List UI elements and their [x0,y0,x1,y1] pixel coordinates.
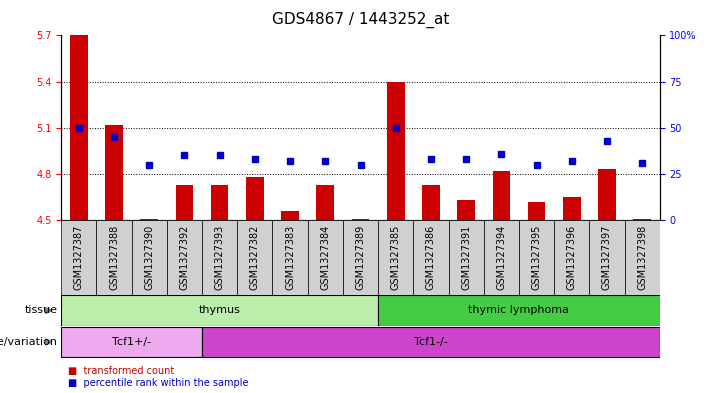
Bar [97,220,132,295]
Bar [308,220,343,295]
Bar [589,220,624,295]
Bar [528,202,545,220]
Bar [413,220,448,295]
Text: GSM1327396: GSM1327396 [567,225,577,290]
Text: GSM1327395: GSM1327395 [531,225,541,290]
Text: thymus: thymus [199,305,241,316]
Text: GSM1327392: GSM1327392 [180,225,190,290]
Bar [554,220,589,295]
Bar [273,220,308,295]
Bar [624,220,660,295]
Text: GSM1327389: GSM1327389 [355,225,366,290]
Text: GSM1327397: GSM1327397 [602,225,612,290]
Bar [211,185,229,220]
Text: GSM1327391: GSM1327391 [461,225,471,290]
Text: GSM1327383: GSM1327383 [285,225,295,290]
Bar [633,219,651,220]
Bar [281,211,299,220]
Bar [492,171,510,220]
Bar [448,220,484,295]
Bar [237,220,273,295]
Bar [141,219,158,220]
Bar [387,82,404,220]
Text: GSM1327387: GSM1327387 [74,225,84,290]
Bar [61,296,378,325]
Text: thymic lymphoma: thymic lymphoma [469,305,570,316]
Text: genotype/variation: genotype/variation [0,337,58,347]
Bar [176,185,193,220]
Bar [343,220,378,295]
Bar [132,220,167,295]
Text: GSM1327385: GSM1327385 [391,225,401,290]
Bar [422,185,440,220]
Text: GSM1327386: GSM1327386 [426,225,436,290]
Bar [484,220,519,295]
Text: GSM1327382: GSM1327382 [250,225,260,290]
Bar [352,219,369,220]
Text: GDS4867 / 1443252_at: GDS4867 / 1443252_at [272,11,449,28]
Text: tissue: tissue [25,305,58,316]
Text: GSM1327398: GSM1327398 [637,225,647,290]
Text: GSM1327394: GSM1327394 [496,225,506,290]
Bar [202,327,660,357]
Text: ■  transformed count: ■ transformed count [68,366,174,376]
Bar [70,35,88,220]
Bar [563,197,580,220]
Bar [105,125,123,220]
Text: GSM1327390: GSM1327390 [144,225,154,290]
Text: GSM1327384: GSM1327384 [320,225,330,290]
Text: Tcf1+/-: Tcf1+/- [112,337,151,347]
Bar [202,220,237,295]
Text: GSM1327388: GSM1327388 [109,225,119,290]
Bar [457,200,475,220]
Bar [378,296,660,325]
Text: Tcf1-/-: Tcf1-/- [414,337,448,347]
Bar [378,220,413,295]
Bar [61,327,202,357]
Bar [167,220,202,295]
Bar [317,185,334,220]
Bar [519,220,554,295]
Bar [598,169,616,220]
Text: ■  percentile rank within the sample: ■ percentile rank within the sample [68,378,249,388]
Bar [246,177,264,220]
Text: GSM1327393: GSM1327393 [215,225,225,290]
Bar [61,220,97,295]
